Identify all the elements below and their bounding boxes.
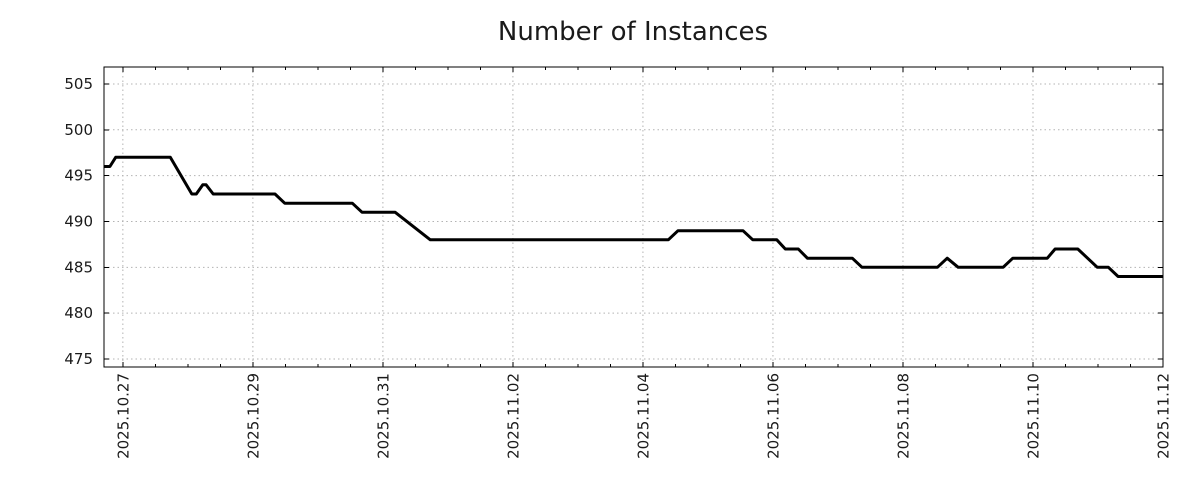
y-axis-tick-label: 490 xyxy=(64,212,93,230)
x-axis-tick-label: 2025.10.27 xyxy=(114,373,132,459)
data-series xyxy=(104,155,1163,278)
y-axis-tick-label: 475 xyxy=(64,350,93,368)
data-line xyxy=(104,155,1163,278)
plot-border-rect xyxy=(103,66,1164,368)
x-axis-tick-label: 2025.11.12 xyxy=(1155,373,1173,459)
y-axis-tick-label: 500 xyxy=(64,121,93,139)
x-axis-tick-label: 2025.10.31 xyxy=(374,373,392,459)
x-axis-tick-label: 2025.11.04 xyxy=(634,373,652,459)
x-axis-tick-label: 2025.11.10 xyxy=(1024,373,1042,459)
y-axis-tick-label: 495 xyxy=(64,167,93,185)
axis-ticks xyxy=(104,67,1164,367)
y-axis-tick-label: 480 xyxy=(64,304,93,322)
y-axis-tick-labels: 475 480 485 490 495 500 505 xyxy=(64,75,93,368)
gridlines xyxy=(104,67,1164,367)
chart-title: Number of Instances xyxy=(498,17,768,47)
x-axis-tick-label: 2025.11.08 xyxy=(894,373,912,459)
y-axis-tick-label: 485 xyxy=(64,258,93,276)
plot-border xyxy=(103,66,1164,368)
x-axis-tick-label: 2025.11.02 xyxy=(504,373,522,459)
x-axis-tick-label: 2025.10.29 xyxy=(244,373,262,459)
x-axis-tick-labels: 2025.10.27 2025.10.29 2025.10.31 2025.11.02… xyxy=(114,373,1172,459)
x-axis-tick-label: 2025.11.06 xyxy=(764,373,782,459)
y-axis-tick-label: 505 xyxy=(64,75,93,93)
